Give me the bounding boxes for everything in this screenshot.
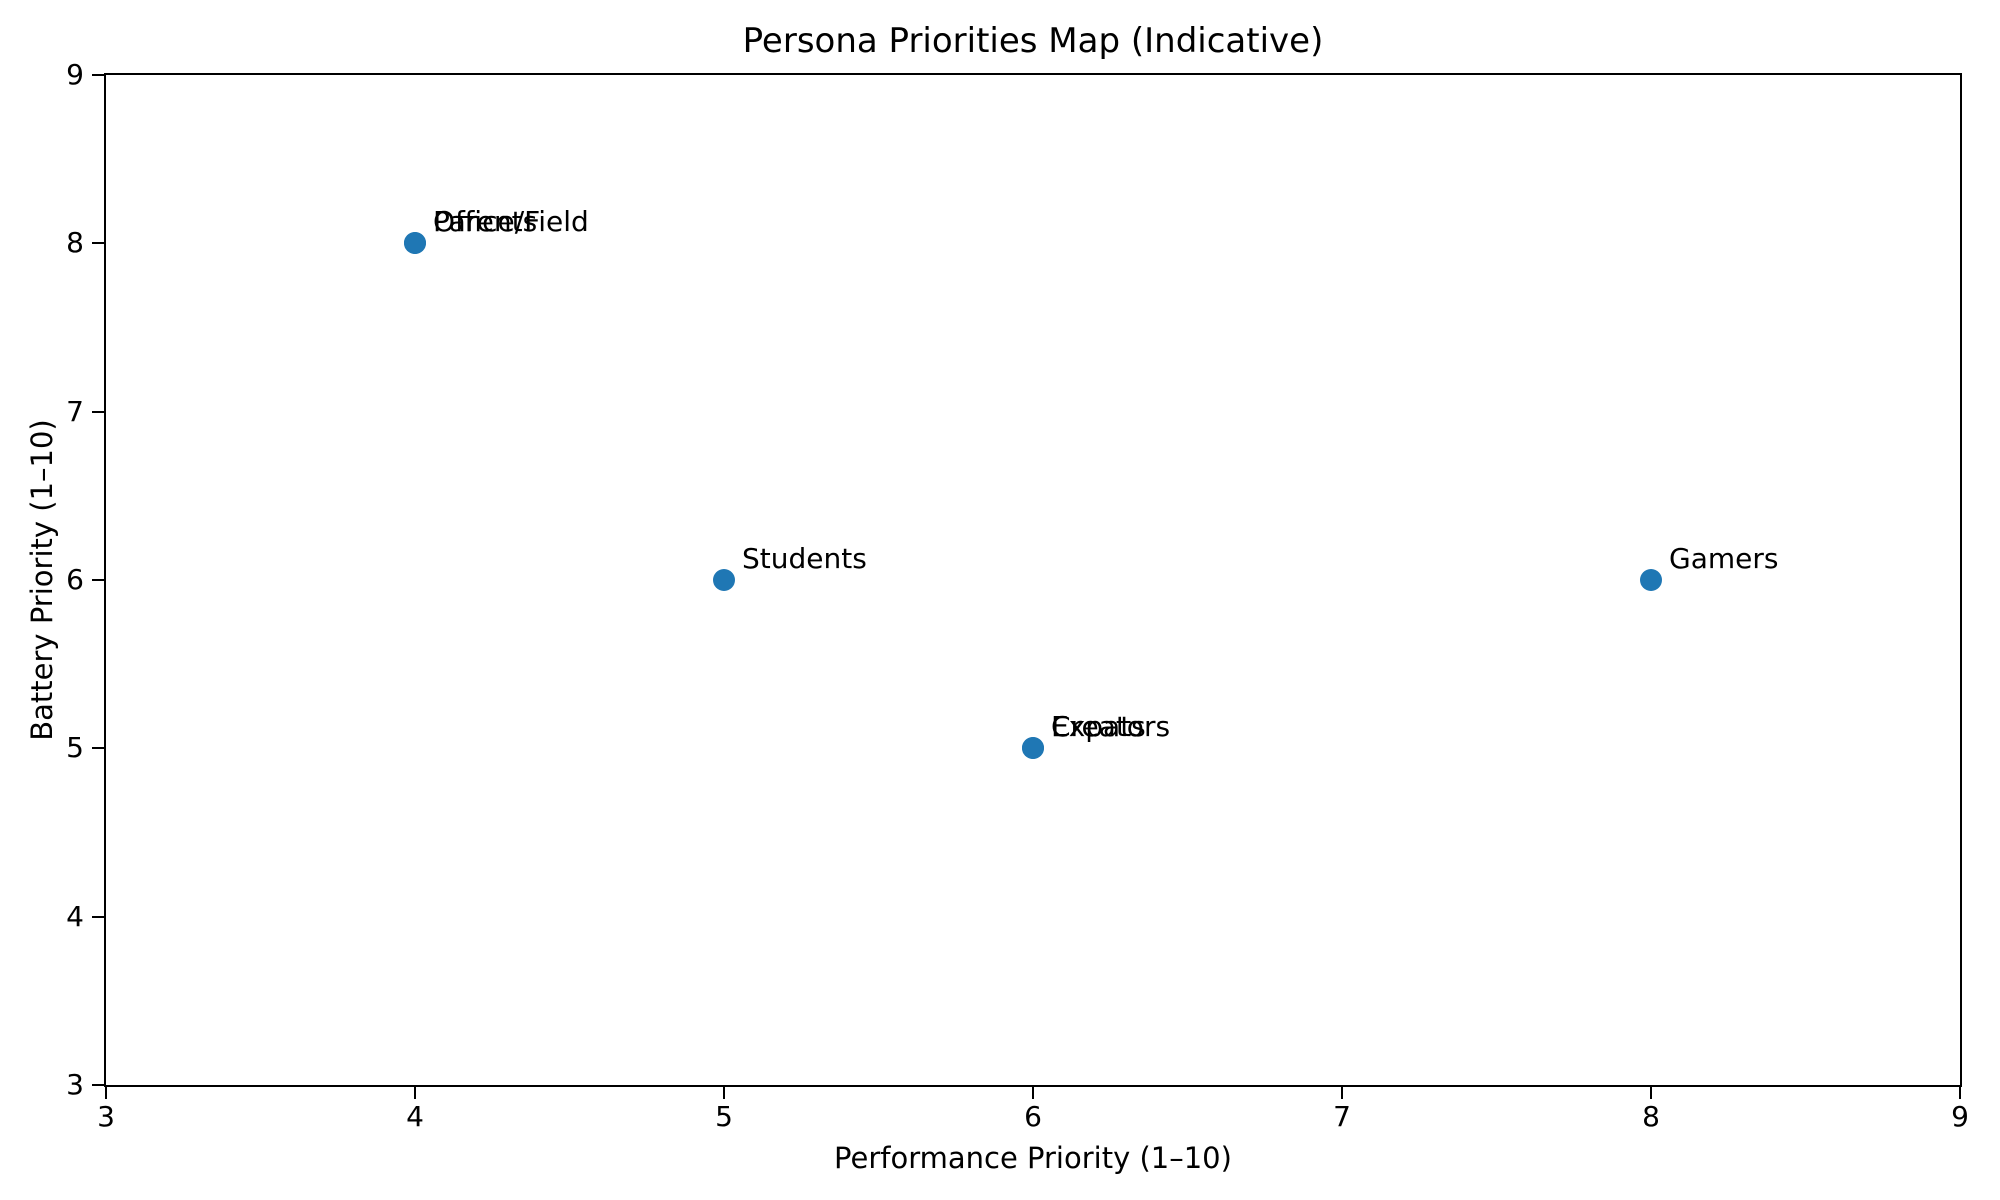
y-tick-label: 3 [66, 1068, 84, 1101]
x-tick-mark [1341, 1087, 1343, 1099]
data-point [404, 232, 426, 255]
x-tick-label: 5 [715, 1100, 733, 1133]
y-tick-label: 6 [66, 563, 84, 596]
y-tick-label: 4 [66, 899, 84, 933]
x-tick-label: 9 [1951, 1100, 1969, 1133]
data-point [1640, 569, 1662, 591]
point-label: Gamers [1669, 542, 1779, 575]
x-tick-mark [414, 1087, 416, 1099]
x-axis-label: Performance Priority (1–10) [834, 1141, 1232, 1175]
x-tick-label: 8 [1642, 1100, 1660, 1133]
point-label: Office/Field [433, 205, 589, 239]
point-label: Students [742, 542, 867, 575]
point-label: Expats [1051, 710, 1146, 744]
x-tick-mark [1959, 1087, 1961, 1099]
x-tick-mark [1032, 1087, 1034, 1099]
x-tick-mark [105, 1087, 107, 1099]
y-tick-mark [92, 242, 104, 245]
y-tick-mark [92, 410, 104, 413]
x-tick-mark [723, 1087, 725, 1099]
point-label: Creators [1051, 710, 1171, 744]
point-label: Parents [433, 205, 538, 239]
x-tick-label: 4 [406, 1100, 424, 1133]
y-tick-mark [92, 915, 104, 918]
y-tick-label: 7 [66, 394, 84, 428]
y-tick-mark [92, 74, 104, 76]
y-tick-mark [92, 747, 104, 750]
data-point [1022, 737, 1044, 760]
y-tick-label: 9 [66, 58, 84, 91]
x-tick-label: 6 [1024, 1100, 1042, 1133]
plot-area: Parents Office/Field Students Creators Expat… [104, 73, 1962, 1087]
x-tick-label: 3 [97, 1100, 115, 1133]
y-tick-label: 5 [66, 731, 84, 765]
data-point [713, 569, 735, 591]
x-tick-mark [1650, 1087, 1652, 1099]
x-tick-label: 7 [1333, 1100, 1351, 1133]
chart-title: Persona Priorities Map (Indicative) [742, 21, 1324, 61]
y-tick-mark [92, 579, 104, 581]
y-tick-label: 8 [66, 226, 84, 260]
y-tick-mark [92, 1084, 104, 1086]
